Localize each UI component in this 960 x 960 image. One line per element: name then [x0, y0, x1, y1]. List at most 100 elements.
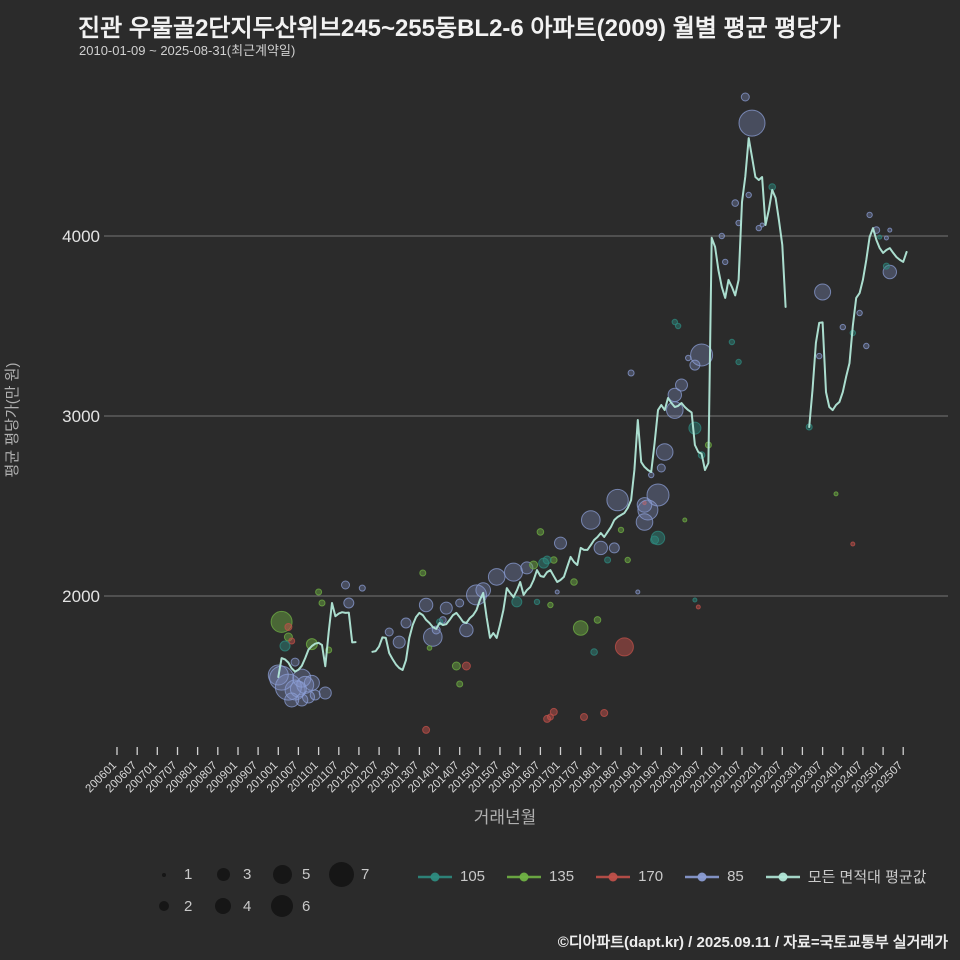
bubble: [284, 623, 293, 631]
size-legend-row: 2 4 6: [150, 895, 386, 917]
bubble: [392, 635, 406, 649]
bubble: [759, 222, 765, 228]
series-marker-icon: [685, 872, 720, 881]
bubble: [850, 541, 856, 547]
bubble: [590, 648, 598, 656]
bubble: [295, 693, 309, 707]
size-dot-box: [209, 898, 237, 914]
bubble: [887, 227, 893, 233]
bubble: [302, 690, 315, 704]
bubble: [549, 707, 558, 716]
bubble: [655, 443, 674, 461]
bubble: [814, 283, 832, 301]
bubble: [504, 562, 523, 582]
bubble: [279, 640, 291, 652]
bubble: [692, 597, 698, 603]
size-dot: [328, 862, 354, 887]
size-dot-box: [268, 865, 296, 884]
bubble: [341, 580, 350, 590]
series-marker-icon: [507, 872, 542, 881]
bubble: [839, 323, 846, 331]
date-range-subtitle: 2010-01-09 ~ 2025-08-31(최근계약일): [79, 43, 296, 58]
bubble: [487, 568, 506, 586]
bubble: [318, 599, 326, 607]
size-label: 1: [184, 866, 193, 883]
page-title: 진관 우물골2단지두산위브245~255동BL2-6 아파트(2009) 월별 …: [78, 15, 841, 42]
bubble: [735, 358, 742, 366]
bubble: [296, 675, 315, 694]
size-dot-box: [268, 895, 296, 917]
size-dot-box: [150, 901, 178, 911]
bubble: [455, 598, 465, 608]
bubble: [650, 535, 660, 545]
bubble: [423, 627, 443, 647]
bubble: [384, 627, 394, 637]
size-dot-box: [209, 868, 237, 881]
bubble: [570, 578, 578, 586]
bubble: [635, 589, 641, 595]
bubble: [738, 109, 766, 137]
size-label: 2: [184, 897, 193, 915]
avg-line: [371, 137, 787, 671]
bubble: [461, 661, 471, 671]
bubble: [511, 596, 523, 608]
bubble: [883, 235, 889, 241]
bubble: [290, 657, 300, 667]
bubble: [718, 232, 725, 240]
bubble: [755, 224, 762, 232]
bubble: [656, 463, 666, 473]
bubble: [536, 528, 545, 536]
size-label: 7: [361, 866, 370, 883]
size-legend-row: 1 3 5 7: [150, 862, 386, 887]
bubble: [675, 378, 688, 392]
bubble: [459, 622, 474, 638]
size-dot: [216, 868, 230, 881]
series-legend-entry-170: 170: [596, 868, 663, 885]
size-legend-item: 5: [268, 865, 327, 884]
bubble: [542, 555, 552, 565]
bubble: [419, 569, 427, 577]
size-legend-item: 7: [327, 862, 386, 887]
bubble: [604, 556, 612, 564]
x-axis-title: 거래년월: [474, 808, 537, 827]
series-marker-icon: [418, 872, 452, 881]
size-label: 6: [302, 897, 311, 915]
bubble: [439, 616, 447, 624]
bubble: [318, 686, 332, 700]
bubble: [882, 262, 890, 270]
bubble: [624, 556, 631, 564]
bubble: [731, 199, 740, 207]
y-axis-title: 평균 평당가(만 원): [4, 363, 21, 478]
bubble: [439, 601, 453, 615]
bubble: [593, 540, 608, 556]
bubble-size-legend: 1 3 5 7 2 4 6: [150, 862, 386, 917]
y-tick-label: 2000: [62, 587, 100, 606]
size-dot: [272, 865, 292, 884]
bubble: [600, 709, 609, 717]
size-dot-box: [327, 862, 355, 887]
bubble: [466, 584, 487, 606]
size-dot: [271, 895, 293, 917]
size-dot-box: [150, 872, 178, 877]
size-legend-item: 6: [268, 895, 327, 917]
bubble: [617, 526, 625, 534]
series-marker-icon: [765, 872, 800, 881]
bubble: [674, 322, 682, 330]
bubble: [418, 597, 434, 613]
series-label: 135: [549, 868, 575, 885]
bubble: [554, 589, 560, 595]
series-marker-icon: [596, 872, 631, 881]
bubble: [614, 637, 634, 657]
bubble: [682, 517, 688, 523]
bubble: [593, 616, 602, 624]
bubble: [529, 560, 539, 570]
bubble: [648, 471, 655, 479]
bubble: [646, 483, 670, 507]
size-legend-item: 1: [150, 866, 209, 883]
bubble: [533, 598, 541, 606]
size-dot: [159, 901, 169, 911]
bubble: [572, 620, 589, 636]
bubble: [856, 309, 863, 317]
bubble: [343, 597, 355, 609]
